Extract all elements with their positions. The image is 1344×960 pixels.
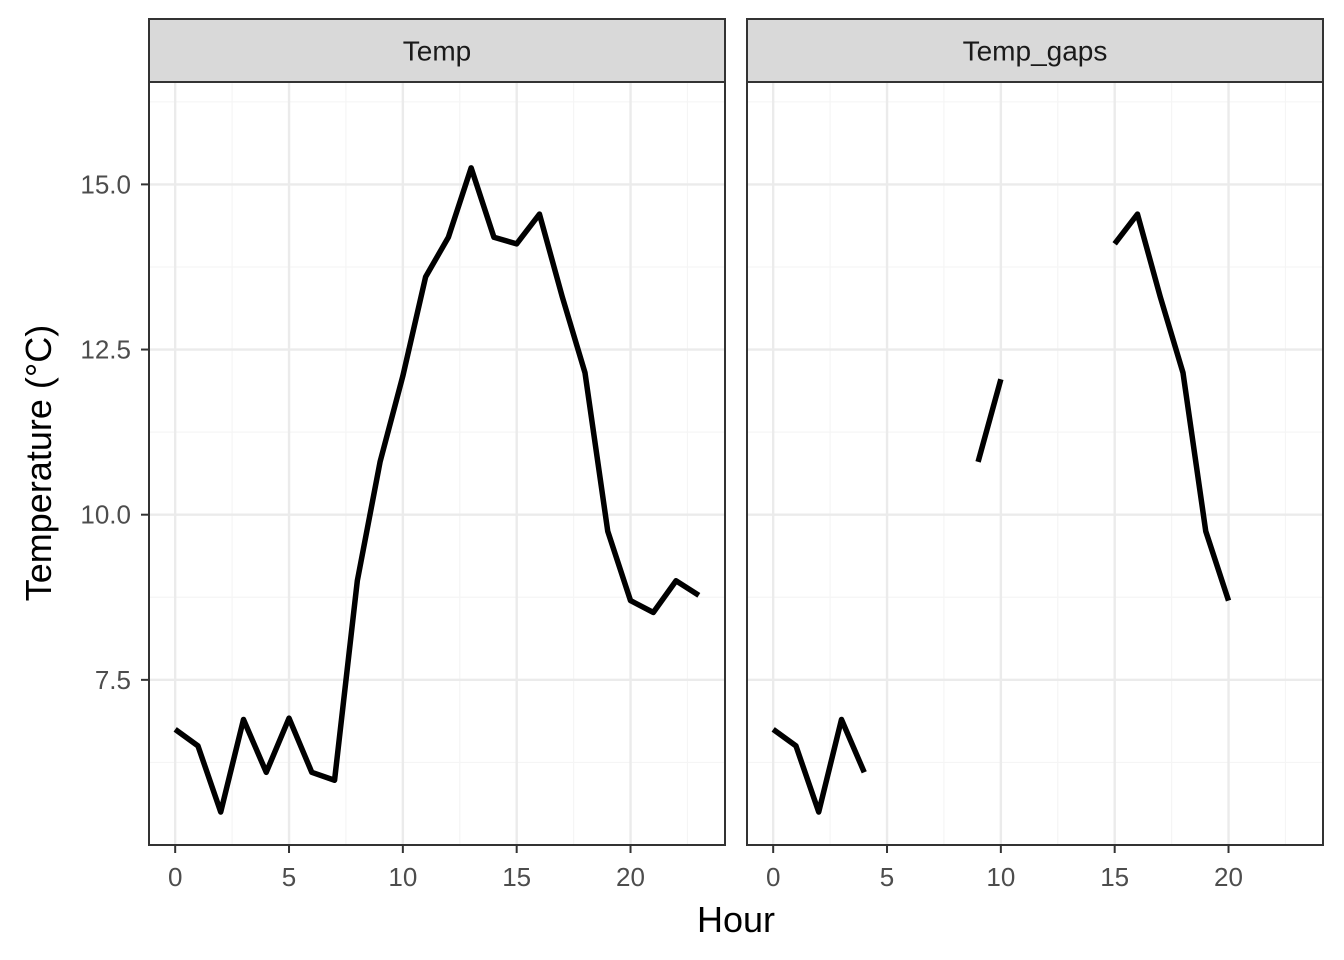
series-line-segment bbox=[771, 716, 867, 815]
series-line-segment bbox=[1112, 211, 1232, 602]
x-tick-label: 0 bbox=[168, 862, 182, 892]
panel-background bbox=[747, 82, 1323, 845]
facet-strip-label: Temp bbox=[403, 36, 471, 67]
x-tick-label: 20 bbox=[1214, 862, 1243, 892]
x-tick-label: 5 bbox=[282, 862, 296, 892]
y-tick-label: 10.0 bbox=[80, 500, 131, 530]
x-tick-label: 15 bbox=[502, 862, 531, 892]
y-tick-label: 15.0 bbox=[80, 169, 131, 199]
x-tick-label: 15 bbox=[1100, 862, 1129, 892]
facet-panel-1: Temp_gaps 0 5 10 15 20 bbox=[746, 18, 1324, 892]
panel-background bbox=[149, 82, 725, 845]
facet-strip-label: Temp_gaps bbox=[963, 36, 1108, 67]
series-line-segment bbox=[173, 165, 701, 815]
facet-panel-0: Temp 0 5 10 15 20 7.5 10.0 12.5 15.0 bbox=[80, 18, 726, 892]
x-tick-label: 5 bbox=[880, 862, 894, 892]
x-tick-label: 0 bbox=[766, 862, 780, 892]
facet-strip bbox=[746, 18, 1324, 83]
y-axis-title: Temperature (°C) bbox=[18, 325, 59, 601]
series-line-segment bbox=[975, 378, 1004, 463]
y-tick-label: 7.5 bbox=[95, 665, 131, 695]
x-tick-label: 20 bbox=[616, 862, 645, 892]
x-axis-title: Hour bbox=[697, 899, 775, 940]
x-tick-label: 10 bbox=[986, 862, 1015, 892]
x-tick-label: 10 bbox=[388, 862, 417, 892]
facet-strip bbox=[148, 18, 726, 83]
y-tick-label: 12.5 bbox=[80, 335, 131, 365]
